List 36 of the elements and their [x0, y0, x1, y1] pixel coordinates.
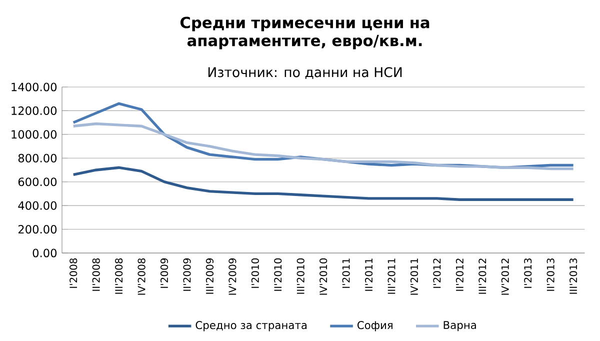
x-tick-label: I'2013	[524, 258, 532, 288]
x-tick-label: IV'2012	[501, 258, 509, 295]
x-tick-label: IV'2008	[138, 258, 146, 295]
y-tick-label: 0.00	[32, 248, 57, 258]
chart-subtitle: Източник: по данни на НСИ	[208, 67, 402, 79]
legend-label: София	[358, 321, 392, 332]
y-tick-label: 1000.00	[12, 130, 57, 139]
x-tick-label: III'2008	[115, 258, 123, 294]
legend-label: Средно за страната	[196, 321, 307, 332]
x-tick-label: II'2011	[365, 258, 373, 291]
chart-title: Средни тримесечни цени на апартаментите, евро/кв.м.	[180, 16, 430, 50]
x-tick-label: II'2012	[456, 258, 464, 291]
x-tick-label: I'2010	[251, 258, 259, 288]
x-tick-label: IV'2011	[410, 258, 418, 295]
x-tick-label: II'2010	[274, 258, 282, 291]
x-tick-label: III'2011	[388, 258, 396, 294]
y-tick-label: 800.00	[18, 154, 57, 162]
x-tick-label: I'2011	[342, 258, 350, 288]
y-tick-label: 1400.00	[12, 82, 57, 92]
y-tick-label: 1200.00	[12, 106, 57, 115]
x-tick-label: II'2008	[92, 258, 100, 291]
x-tick-label: III'2012	[478, 258, 486, 294]
x-tick-label: II'2013	[546, 258, 554, 291]
legend-label: Варна	[444, 321, 476, 332]
x-tick-label: III'2010	[296, 258, 304, 294]
x-tick-label: III'2009	[206, 258, 214, 294]
x-tick-label: II'2009	[183, 258, 191, 291]
y-tick-label: 400.00	[18, 201, 57, 210]
y-tick-label: 600.00	[18, 178, 57, 186]
x-tick-label: I'2009	[160, 258, 168, 288]
x-tick-label: III'2013	[570, 258, 578, 294]
x-tick-label: I'2012	[433, 258, 441, 288]
x-tick-label: IV'2010	[320, 258, 328, 295]
y-tick-label: 200.00	[18, 224, 57, 234]
x-tick-label: IV'2009	[228, 258, 236, 295]
x-tick-label: I'2008	[70, 258, 78, 288]
